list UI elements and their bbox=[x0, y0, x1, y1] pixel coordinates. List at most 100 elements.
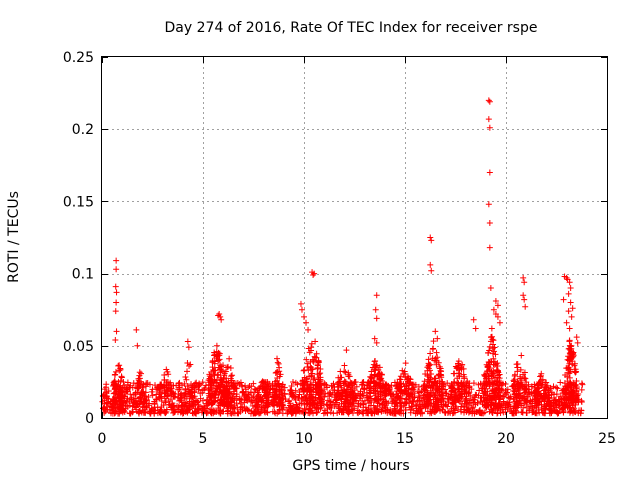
data-point bbox=[448, 383, 455, 390]
data-point bbox=[461, 373, 468, 380]
data-point bbox=[407, 406, 414, 413]
data-point bbox=[523, 397, 530, 404]
data-point bbox=[112, 308, 119, 315]
data-point bbox=[375, 393, 382, 400]
data-point bbox=[397, 407, 404, 414]
data-point bbox=[296, 408, 303, 415]
data-point bbox=[328, 405, 335, 412]
data-point bbox=[343, 347, 350, 354]
y-tick-label: 0.2 bbox=[72, 122, 94, 138]
data-point bbox=[301, 393, 308, 400]
data-point bbox=[137, 391, 144, 398]
data-point bbox=[104, 406, 111, 413]
x-axis-tick-labels: 0 5 10 15 20 25 bbox=[98, 431, 616, 447]
data-point bbox=[373, 315, 380, 322]
data-point bbox=[342, 369, 349, 376]
data-point bbox=[451, 389, 458, 396]
data-point bbox=[432, 378, 439, 385]
data-point bbox=[482, 402, 489, 409]
data-point bbox=[275, 409, 282, 416]
data-point bbox=[199, 389, 206, 396]
data-point bbox=[470, 380, 477, 387]
data-point bbox=[566, 279, 573, 286]
data-point bbox=[484, 368, 491, 375]
data-point bbox=[264, 388, 271, 395]
data-point bbox=[542, 379, 549, 386]
data-point bbox=[136, 401, 143, 408]
data-point bbox=[249, 394, 256, 401]
data-point bbox=[402, 360, 409, 367]
data-point bbox=[264, 402, 271, 409]
data-point bbox=[199, 379, 206, 386]
data-point bbox=[523, 379, 530, 386]
data-point bbox=[507, 395, 514, 402]
data-point bbox=[324, 397, 331, 404]
data-point bbox=[315, 358, 322, 365]
data-point bbox=[389, 408, 396, 415]
data-point bbox=[112, 283, 119, 290]
data-point bbox=[158, 407, 165, 414]
data-point bbox=[284, 410, 291, 417]
data-point bbox=[113, 289, 120, 296]
data-point bbox=[455, 360, 462, 367]
data-point bbox=[462, 396, 469, 403]
data-point bbox=[512, 405, 519, 412]
data-point bbox=[256, 385, 263, 392]
data-point bbox=[437, 395, 444, 402]
data-point bbox=[458, 408, 465, 415]
data-point bbox=[379, 402, 386, 409]
data-point bbox=[200, 405, 207, 412]
data-point bbox=[350, 385, 357, 392]
data-point bbox=[375, 366, 382, 373]
data-point bbox=[431, 408, 438, 415]
data-point bbox=[483, 382, 490, 389]
data-point bbox=[262, 379, 269, 386]
data-point bbox=[184, 407, 191, 414]
data-point bbox=[147, 410, 154, 416]
data-point bbox=[453, 365, 460, 372]
data-point bbox=[571, 405, 578, 412]
data-point bbox=[520, 274, 527, 281]
data-point bbox=[491, 388, 498, 395]
data-point bbox=[373, 379, 380, 386]
data-point bbox=[572, 396, 579, 403]
y-tick-label: 0 bbox=[85, 411, 94, 427]
data-point bbox=[459, 400, 466, 407]
data-point bbox=[288, 406, 295, 413]
data-point bbox=[428, 391, 435, 398]
data-point bbox=[184, 368, 191, 375]
data-point bbox=[223, 395, 230, 402]
data-point bbox=[138, 409, 145, 416]
data-point bbox=[101, 386, 108, 393]
data-point bbox=[574, 339, 581, 346]
data-point bbox=[481, 372, 488, 379]
data-point bbox=[428, 237, 435, 244]
data-point bbox=[228, 379, 235, 386]
data-point bbox=[274, 359, 281, 366]
data-point bbox=[217, 410, 224, 417]
data-point bbox=[117, 393, 124, 400]
data-point bbox=[491, 361, 498, 368]
data-point bbox=[113, 299, 120, 306]
data-point bbox=[486, 169, 493, 176]
data-point bbox=[170, 393, 177, 400]
data-point bbox=[337, 368, 344, 375]
data-point bbox=[285, 398, 292, 405]
data-point bbox=[462, 385, 469, 392]
data-point bbox=[529, 404, 536, 411]
data-point bbox=[417, 410, 424, 417]
data-point bbox=[103, 381, 110, 388]
data-point bbox=[383, 391, 390, 398]
data-point bbox=[157, 393, 164, 400]
data-point bbox=[117, 366, 124, 373]
data-point bbox=[352, 379, 359, 386]
data-point bbox=[218, 316, 225, 323]
data-point bbox=[246, 383, 253, 390]
data-point bbox=[124, 387, 131, 394]
data-point bbox=[424, 364, 431, 371]
data-point bbox=[472, 325, 479, 332]
data-point bbox=[195, 386, 202, 393]
data-point bbox=[492, 389, 499, 396]
data-point bbox=[390, 391, 397, 398]
data-point bbox=[554, 410, 561, 417]
